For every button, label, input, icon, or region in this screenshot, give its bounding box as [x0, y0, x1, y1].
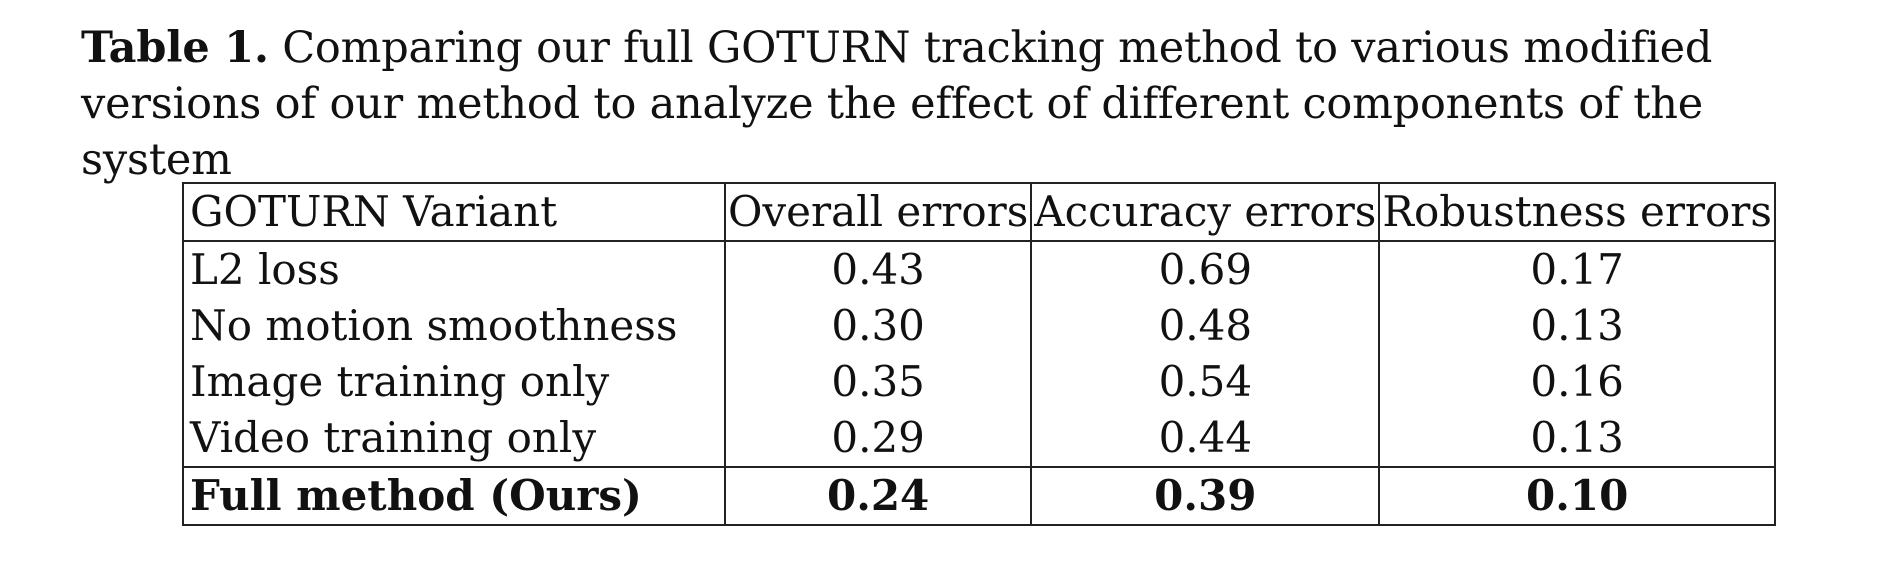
cell-overall: 0.35 — [723, 354, 1033, 410]
cell-accuracy: 0.69 — [1030, 241, 1381, 298]
cell-variant: Image training only — [182, 354, 726, 410]
table-row-full-method: Full method (Ours) 0.24 0.39 0.10 — [182, 466, 1776, 526]
table-header-row: GOTURN Variant Overall errors Accuracy e… — [182, 182, 1776, 242]
table-row: L2 loss 0.43 0.69 0.17 — [182, 241, 1776, 298]
cell-variant: No motion smoothness — [182, 298, 726, 354]
table-row: Video training only 0.29 0.44 0.13 — [182, 410, 1776, 467]
caption-label: Table 1. — [81, 23, 269, 73]
results-table: GOTURN Variant Overall errors Accuracy e… — [182, 182, 1776, 526]
caption-text: Comparing our full GOTURN tracking metho… — [81, 23, 1713, 185]
results-table-container: GOTURN Variant Overall errors Accuracy e… — [182, 182, 1776, 526]
cell-robustness: 0.13 — [1378, 298, 1776, 354]
table-row: Image training only 0.35 0.54 0.16 — [182, 354, 1776, 410]
table-row: No motion smoothness 0.30 0.48 0.13 — [182, 298, 1776, 354]
cell-variant: L2 loss — [182, 241, 726, 298]
table-caption: Table 1. Comparing our full GOTURN track… — [81, 20, 1841, 188]
cell-accuracy: 0.54 — [1030, 354, 1381, 410]
cell-robustness: 0.17 — [1378, 241, 1776, 298]
cell-robustness: 0.10 — [1378, 466, 1776, 526]
header-accuracy-errors: Accuracy errors — [1030, 182, 1381, 242]
header-variant: GOTURN Variant — [182, 182, 726, 242]
cell-robustness: 0.16 — [1378, 354, 1776, 410]
cell-variant: Full method (Ours) — [182, 466, 726, 526]
cell-robustness: 0.13 — [1378, 410, 1776, 467]
cell-overall: 0.30 — [723, 298, 1033, 354]
cell-accuracy: 0.48 — [1030, 298, 1381, 354]
cell-accuracy: 0.44 — [1030, 410, 1381, 467]
header-overall-errors: Overall errors — [723, 182, 1033, 242]
cell-accuracy: 0.39 — [1030, 466, 1381, 526]
cell-overall: 0.24 — [723, 466, 1033, 526]
cell-overall: 0.29 — [723, 410, 1033, 467]
cell-variant: Video training only — [182, 410, 726, 467]
cell-overall: 0.43 — [723, 241, 1033, 298]
header-robustness-errors: Robustness errors — [1378, 182, 1776, 242]
